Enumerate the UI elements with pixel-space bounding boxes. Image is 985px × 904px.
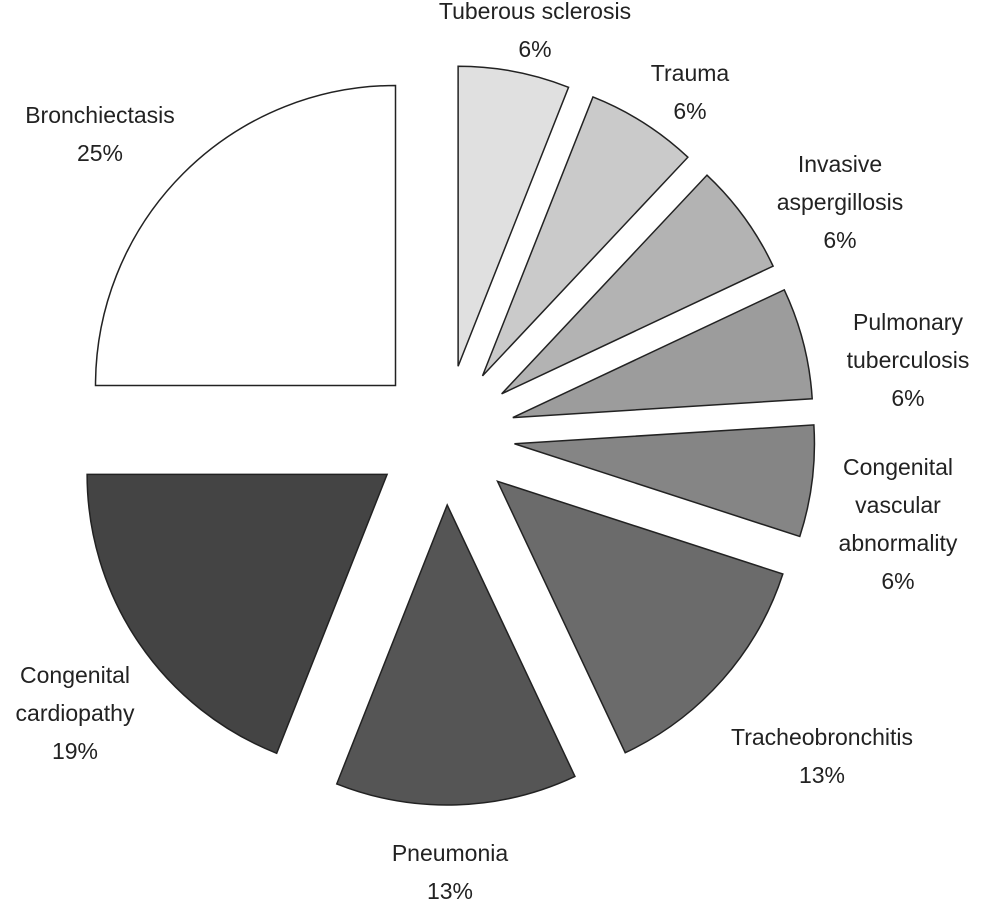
slice-label: Invasive aspergillosis 6% xyxy=(753,145,928,259)
slice-label: Trauma 6% xyxy=(590,54,790,130)
pie-slice xyxy=(457,65,570,367)
pie-slice xyxy=(481,95,689,377)
pie-slice xyxy=(335,503,576,806)
value-label: 19% xyxy=(51,738,99,764)
pie-slice xyxy=(512,288,814,419)
pie-slice xyxy=(86,473,389,755)
slice-label: Tracheobronchitis 13% xyxy=(692,718,952,794)
category-label: Tracheobronchitis xyxy=(731,724,913,750)
category-label: Trauma xyxy=(650,60,730,86)
value-label: 25% xyxy=(76,140,124,166)
value-label: 6% xyxy=(518,36,552,62)
slice-label: Congenital vascular abnormality 6% xyxy=(818,448,978,600)
slice-label: Congenital cardiopathy 19% xyxy=(0,656,155,770)
value-label: 6% xyxy=(881,568,915,594)
pie-slice xyxy=(514,424,816,538)
category-label: Tuberous sclerosis xyxy=(438,0,632,24)
category-label: Pulmonary tuberculosis xyxy=(846,309,970,373)
pie-slice xyxy=(496,480,784,754)
category-label: Invasive aspergillosis xyxy=(776,151,904,215)
category-label: Congenital vascular abnormality xyxy=(838,454,958,556)
value-label: 6% xyxy=(891,385,925,411)
category-label: Bronchiectasis xyxy=(25,102,175,128)
slice-label: Bronchiectasis 25% xyxy=(0,96,210,172)
value-label: 13% xyxy=(798,762,846,788)
value-label: 13% xyxy=(426,878,474,904)
pie-slice xyxy=(501,174,775,395)
value-label: 6% xyxy=(823,227,857,253)
category-label: Pneumonia xyxy=(391,840,509,866)
value-label: 6% xyxy=(673,98,707,124)
pie-slice xyxy=(94,84,397,387)
slice-label: Pulmonary tuberculosis 6% xyxy=(823,303,985,417)
category-label: Congenital cardiopathy xyxy=(15,662,135,726)
slice-label: Tuberous sclerosis 6% xyxy=(405,0,665,68)
slice-label: Pneumonia 13% xyxy=(340,834,560,904)
